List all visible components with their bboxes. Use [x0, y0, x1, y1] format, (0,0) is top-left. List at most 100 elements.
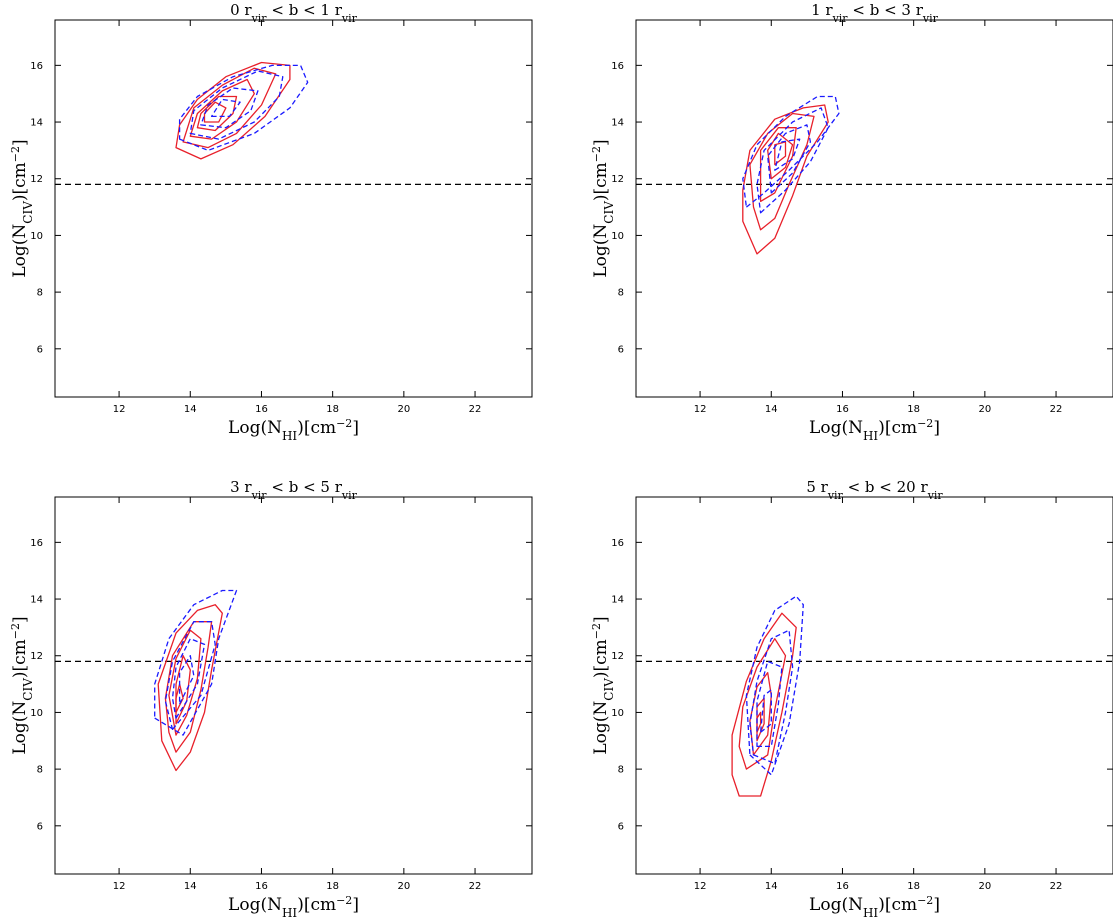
- plot-frame: [54, 496, 533, 875]
- dashed-contour-1: [178, 64, 309, 152]
- solid-contour-4: [196, 95, 238, 132]
- dashed-contour-1: [745, 595, 804, 776]
- dashed-contour-2: [749, 629, 794, 765]
- x-tick-label: 20: [397, 404, 410, 415]
- solid-contour-4: [767, 132, 794, 180]
- x-tick-label: 12: [694, 404, 707, 415]
- solid-contour-2: [738, 638, 787, 770]
- dashed-contour-3: [756, 660, 783, 748]
- y-tick-label: 12: [611, 174, 624, 185]
- y-axis-label: Log(NCIV)[cm−2]: [9, 616, 36, 754]
- y-tick-label: 6: [618, 344, 624, 355]
- y-tick-label: 8: [37, 288, 43, 299]
- x-tick-label: 14: [184, 404, 197, 415]
- y-tick-label: 6: [618, 821, 624, 832]
- y-axis-label: Log(NCIV)[cm−2]: [590, 616, 617, 754]
- solid-contour-2: [749, 112, 815, 231]
- solid-contour-4: [175, 655, 191, 725]
- y-tick-label: 6: [37, 344, 43, 355]
- x-tick-label: 20: [397, 881, 410, 892]
- x-tick-label: 20: [978, 881, 991, 892]
- y-tick-label: 12: [30, 174, 43, 185]
- y-tick-label: 14: [611, 595, 624, 606]
- panel-title: 0 rvir < b < 1 rvir: [230, 1, 358, 25]
- dashed-contour-3: [767, 124, 812, 194]
- x-tick-label: 18: [326, 881, 339, 892]
- contour-group: [742, 95, 840, 255]
- x-tick-label: 18: [907, 404, 920, 415]
- dashed-contour-1: [154, 589, 238, 736]
- x-tick-label: 22: [1050, 404, 1063, 415]
- y-tick-label: 10: [611, 231, 624, 242]
- panel-2: 12 14 16 18 20 22 6 8 10 12 14 16 1 rvir < b < 3 rvi…: [590, 1, 1113, 443]
- x-tick-label: 12: [113, 404, 126, 415]
- x-tick-label: 22: [469, 881, 482, 892]
- dashed-contour-3: [200, 87, 259, 129]
- panel-title: 1 rvir < b < 3 rvir: [811, 1, 939, 25]
- y-tick-label: 12: [611, 651, 624, 662]
- plot-frame: [635, 496, 1113, 875]
- panel-title: 3 rvir < b < 5 rvir: [230, 478, 358, 502]
- solid-contour-1: [157, 604, 223, 772]
- plot-frame: [54, 19, 533, 398]
- solid-contour-1: [731, 612, 797, 797]
- solid-contour-3: [759, 127, 797, 203]
- x-tick-label: 16: [255, 881, 268, 892]
- solid-contour-3: [749, 672, 772, 756]
- plot-frame: [635, 19, 1113, 398]
- dashed-contour-4: [759, 689, 772, 733]
- y-tick-label: 16: [30, 61, 43, 72]
- x-tick-label: 14: [765, 881, 778, 892]
- dashed-contour-4: [774, 138, 801, 171]
- x-tick-label: 16: [255, 404, 268, 415]
- panel-title: 5 rvir < b < 20 rvir: [806, 478, 943, 502]
- dashed-contour-4: [210, 98, 241, 118]
- solid-contour-1: [742, 104, 829, 255]
- panel-1: 12 14 16 18 20 22 6 8 10 12 14 16 0 rvir < b < 1 rvi…: [9, 1, 533, 443]
- x-tick-label: 12: [694, 881, 707, 892]
- y-axis-label: Log(NCIV)[cm−2]: [9, 139, 36, 277]
- solid-contour-3: [168, 629, 202, 736]
- y-tick-label: 14: [30, 118, 43, 129]
- y-tick-label: 10: [611, 708, 624, 719]
- x-tick-label: 16: [836, 404, 849, 415]
- panel-4: 12 14 16 18 20 22 6 8 10 12 14 16 5 rvir < b < 20 rv…: [590, 478, 1113, 920]
- x-tick-label: 20: [978, 404, 991, 415]
- x-tick-label: 22: [469, 404, 482, 415]
- contour-group: [154, 589, 238, 772]
- x-axis-label: Log(NHI)[cm−2]: [228, 417, 359, 444]
- y-axis-label: Log(NCIV)[cm−2]: [590, 139, 617, 277]
- y-tick-label: 12: [30, 651, 43, 662]
- solid-contour-3: [189, 78, 255, 140]
- x-axis-label: Log(NHI)[cm−2]: [809, 894, 940, 921]
- contour-group: [175, 61, 309, 160]
- y-tick-label: 16: [611, 61, 624, 72]
- dashed-contour-2: [756, 107, 829, 214]
- y-tick-label: 10: [30, 708, 43, 719]
- x-tick-label: 22: [1050, 881, 1063, 892]
- dashed-contour-3: [171, 638, 206, 719]
- y-tick-label: 8: [37, 765, 43, 776]
- x-axis-label: Log(NHI)[cm−2]: [228, 894, 359, 921]
- x-tick-label: 16: [836, 881, 849, 892]
- solid-contour-1: [175, 61, 291, 160]
- y-tick-label: 14: [611, 118, 624, 129]
- solid-contour-5: [203, 101, 227, 123]
- panel-3: 12 14 16 18 20 22 6 8 10 12 14 16 3 rvir < b < 5 rvi…: [9, 478, 533, 920]
- contour-group: [731, 595, 804, 797]
- dashed-contour-2: [164, 621, 216, 731]
- y-tick-label: 10: [30, 231, 43, 242]
- x-axis-label: Log(NHI)[cm−2]: [809, 417, 940, 444]
- y-tick-label: 16: [30, 538, 43, 549]
- x-tick-label: 18: [907, 881, 920, 892]
- x-tick-label: 14: [765, 404, 778, 415]
- y-tick-label: 8: [618, 288, 624, 299]
- x-tick-label: 12: [113, 881, 126, 892]
- dashed-contour-4: [178, 655, 195, 705]
- x-tick-label: 14: [184, 881, 197, 892]
- x-tick-label: 18: [326, 404, 339, 415]
- solid-contour-2: [182, 67, 277, 149]
- y-tick-label: 14: [30, 595, 43, 606]
- y-tick-label: 8: [618, 765, 624, 776]
